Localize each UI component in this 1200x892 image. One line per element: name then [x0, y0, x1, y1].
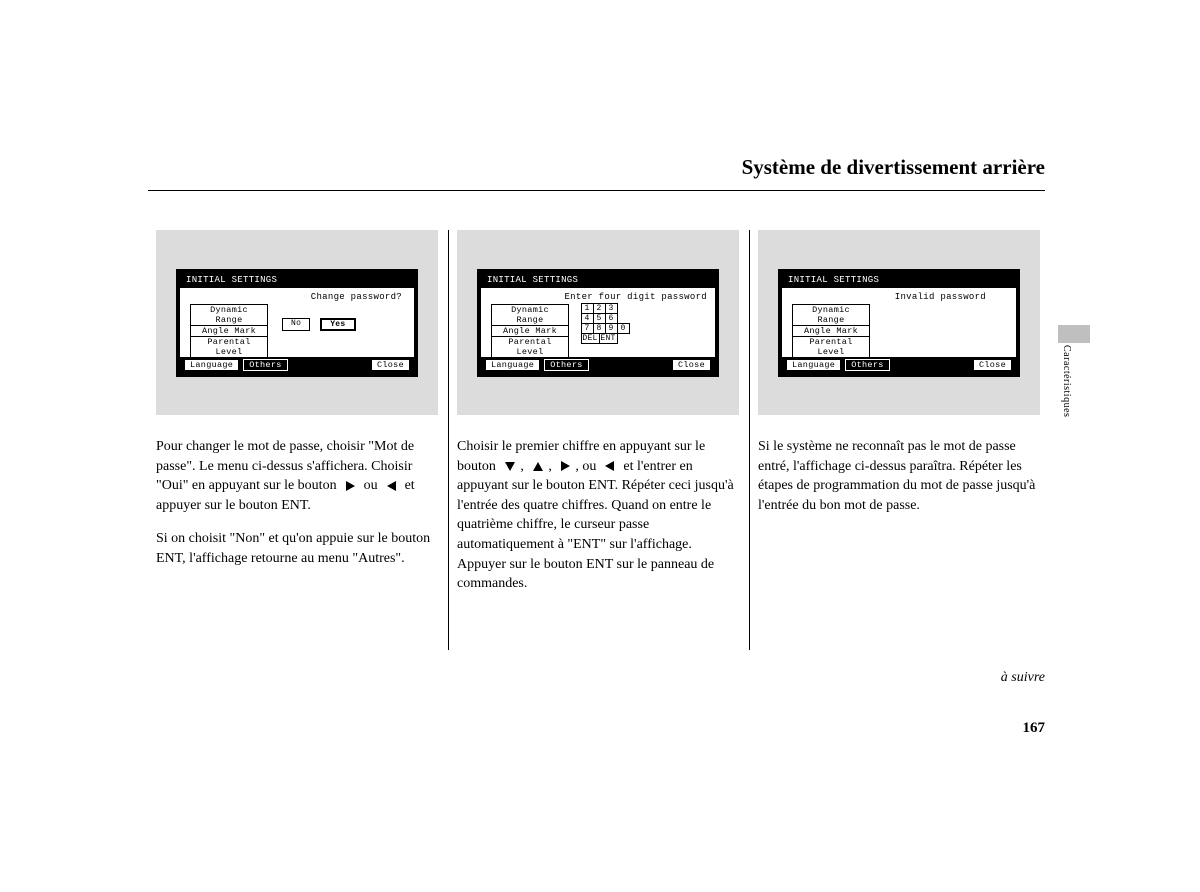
screen-2-footer: Language Others Close [481, 357, 715, 373]
column-1-text: Pour changer le mot de passe, choisir "M… [156, 437, 440, 569]
paragraph: Pour changer le mot de passe, choisir "M… [156, 437, 440, 515]
paragraph: Choisir le premier chiffre en appuyant s… [457, 437, 741, 594]
paragraph: Si on choisit "Non" et qu'on appuie sur … [156, 529, 440, 568]
screen-3-title: INITIAL SETTINGS [782, 273, 1016, 288]
yes-button: Yes [320, 318, 355, 331]
menu-item: Parental Level [792, 336, 870, 358]
screenshot-1: INITIAL SETTINGS Change password? Dynami… [156, 230, 438, 415]
close-button: Close [371, 359, 410, 371]
close-button: Close [672, 359, 711, 371]
right-arrow-icon [561, 461, 570, 471]
others-button: Others [243, 359, 287, 371]
others-button: Others [845, 359, 889, 371]
screen-2-prompt: Enter four digit password [564, 292, 707, 302]
screen-2-title: INITIAL SETTINGS [481, 273, 715, 288]
page-number: 167 [1023, 720, 1046, 737]
screenshot-2: INITIAL SETTINGS Enter four digit passwo… [457, 230, 739, 415]
header-rule [148, 190, 1045, 191]
language-button: Language [786, 359, 841, 371]
column-2-text: Choisir le premier chiffre en appuyant s… [457, 437, 741, 594]
menu-item: Parental Level [190, 336, 268, 358]
screen-1-body: Change password? Dynamic Range Angle Mar… [180, 288, 414, 357]
key-0: 0 [617, 323, 630, 334]
screen-2-body: Enter four digit password Dynamic Range … [481, 288, 715, 357]
menu-item: Dynamic Range [792, 304, 870, 326]
right-arrow-icon [346, 481, 355, 491]
screen-1-prompt: Change password? [311, 292, 402, 302]
column-2: INITIAL SETTINGS Enter four digit passwo… [449, 230, 749, 650]
screen-3: INITIAL SETTINGS Invalid password Dynami… [778, 269, 1020, 377]
key-ent: ENT [599, 333, 618, 344]
menu-item: Parental Level [491, 336, 569, 358]
language-button: Language [485, 359, 540, 371]
screenshot-3: INITIAL SETTINGS Invalid password Dynami… [758, 230, 1040, 415]
manual-page: Système de divertissement arrière Caract… [0, 0, 1200, 190]
side-tab [1058, 325, 1090, 343]
close-button: Close [973, 359, 1012, 371]
language-button: Language [184, 359, 239, 371]
menu-item: Dynamic Range [491, 304, 569, 326]
side-section-label: Caractéristiques [1061, 345, 1072, 417]
screen-1-title: INITIAL SETTINGS [180, 273, 414, 288]
content-columns: INITIAL SETTINGS Change password? Dynami… [148, 230, 1050, 650]
menu-item: Dynamic Range [190, 304, 268, 326]
column-1: INITIAL SETTINGS Change password? Dynami… [148, 230, 448, 650]
key-del: DEL [581, 333, 600, 344]
column-3-text: Si le système ne reconnaît pas le mot de… [758, 437, 1042, 515]
page-title: Système de divertissement arrière [742, 155, 1045, 180]
left-arrow-icon [387, 481, 396, 491]
yes-no-buttons: No Yes [282, 318, 356, 331]
keypad: 1 2 3 4 5 6 7 8 [581, 304, 629, 344]
continue-label: à suivre [1001, 670, 1045, 686]
screen-2: INITIAL SETTINGS Enter four digit passwo… [477, 269, 719, 377]
column-3: INITIAL SETTINGS Invalid password Dynami… [750, 230, 1050, 650]
down-arrow-icon [505, 462, 515, 471]
up-arrow-icon [533, 462, 543, 471]
screen-3-footer: Language Others Close [782, 357, 1016, 373]
screen-1: INITIAL SETTINGS Change password? Dynami… [176, 269, 418, 377]
screen-3-body: Invalid password Dynamic Range Angle Mar… [782, 288, 1016, 357]
screen-3-prompt: Invalid password [895, 292, 986, 302]
no-button: No [282, 318, 310, 331]
paragraph: Si le système ne reconnaît pas le mot de… [758, 437, 1042, 515]
screen-1-footer: Language Others Close [180, 357, 414, 373]
left-arrow-icon [605, 461, 614, 471]
others-button: Others [544, 359, 588, 371]
